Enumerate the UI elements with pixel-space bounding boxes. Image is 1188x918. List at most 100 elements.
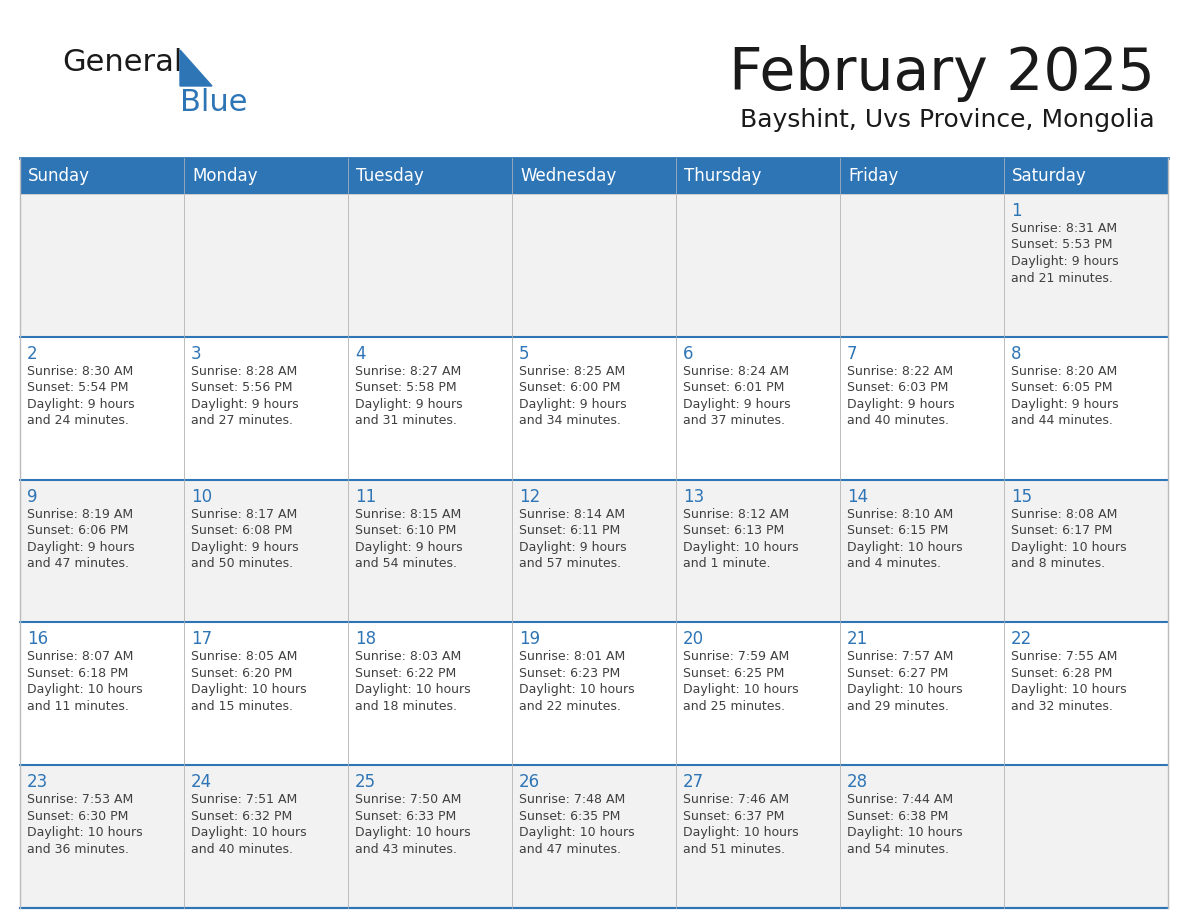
Text: Sunrise: 8:30 AM: Sunrise: 8:30 AM — [27, 364, 133, 378]
Text: 26: 26 — [519, 773, 541, 791]
Text: Daylight: 10 hours: Daylight: 10 hours — [355, 683, 470, 697]
Text: and 1 minute.: and 1 minute. — [683, 557, 771, 570]
Text: Sunset: 5:54 PM: Sunset: 5:54 PM — [27, 381, 128, 395]
Text: and 40 minutes.: and 40 minutes. — [191, 843, 293, 856]
Text: and 22 minutes.: and 22 minutes. — [519, 700, 621, 713]
Text: Sunset: 6:37 PM: Sunset: 6:37 PM — [683, 810, 784, 823]
Text: 25: 25 — [355, 773, 377, 791]
Text: 23: 23 — [27, 773, 49, 791]
Text: Sunset: 6:06 PM: Sunset: 6:06 PM — [27, 524, 128, 537]
Text: Daylight: 9 hours: Daylight: 9 hours — [27, 397, 134, 410]
Text: 27: 27 — [683, 773, 704, 791]
Text: 3: 3 — [191, 345, 202, 363]
Text: Sunset: 6:30 PM: Sunset: 6:30 PM — [27, 810, 128, 823]
Text: Daylight: 10 hours: Daylight: 10 hours — [683, 683, 798, 697]
Text: Sunrise: 7:55 AM: Sunrise: 7:55 AM — [1011, 650, 1118, 664]
Text: Sunset: 6:25 PM: Sunset: 6:25 PM — [683, 666, 784, 680]
Bar — [184, 622, 348, 766]
Text: Daylight: 10 hours: Daylight: 10 hours — [683, 541, 798, 554]
Text: and 51 minutes.: and 51 minutes. — [683, 843, 785, 856]
Text: Sunrise: 8:01 AM: Sunrise: 8:01 AM — [519, 650, 625, 664]
Text: Daylight: 9 hours: Daylight: 9 hours — [355, 397, 462, 410]
Text: Sunset: 5:53 PM: Sunset: 5:53 PM — [1011, 239, 1112, 252]
Text: Daylight: 9 hours: Daylight: 9 hours — [519, 541, 626, 554]
Bar — [1004, 194, 1168, 337]
Text: 14: 14 — [847, 487, 868, 506]
Bar — [348, 622, 512, 766]
Text: Daylight: 9 hours: Daylight: 9 hours — [1011, 255, 1119, 268]
Text: Sunset: 6:23 PM: Sunset: 6:23 PM — [519, 666, 620, 680]
Bar — [348, 337, 512, 479]
Bar — [840, 622, 1004, 766]
Text: Sunset: 6:11 PM: Sunset: 6:11 PM — [519, 524, 620, 537]
Text: Sunrise: 7:59 AM: Sunrise: 7:59 AM — [683, 650, 789, 664]
Text: Sunrise: 8:15 AM: Sunrise: 8:15 AM — [355, 508, 461, 521]
Text: Sunset: 6:15 PM: Sunset: 6:15 PM — [847, 524, 948, 537]
Text: Sunset: 6:00 PM: Sunset: 6:00 PM — [519, 381, 620, 395]
Text: Sunset: 6:33 PM: Sunset: 6:33 PM — [355, 810, 456, 823]
Text: 13: 13 — [683, 487, 704, 506]
Text: Sunset: 6:38 PM: Sunset: 6:38 PM — [847, 810, 948, 823]
Bar — [1004, 622, 1168, 766]
Text: Sunrise: 8:25 AM: Sunrise: 8:25 AM — [519, 364, 625, 378]
Bar — [348, 479, 512, 622]
Text: and 50 minutes.: and 50 minutes. — [191, 557, 293, 570]
Text: and 32 minutes.: and 32 minutes. — [1011, 700, 1113, 713]
Text: and 4 minutes.: and 4 minutes. — [847, 557, 941, 570]
Bar — [512, 337, 676, 479]
Text: Sunrise: 8:10 AM: Sunrise: 8:10 AM — [847, 508, 953, 521]
Text: Sunrise: 8:31 AM: Sunrise: 8:31 AM — [1011, 222, 1117, 235]
Text: Sunset: 6:20 PM: Sunset: 6:20 PM — [191, 666, 292, 680]
Bar — [840, 194, 1004, 337]
Bar — [512, 194, 676, 337]
Text: Sunrise: 8:12 AM: Sunrise: 8:12 AM — [683, 508, 789, 521]
Text: Sunrise: 8:24 AM: Sunrise: 8:24 AM — [683, 364, 789, 378]
Bar — [348, 766, 512, 908]
Text: 6: 6 — [683, 345, 694, 363]
Text: Daylight: 9 hours: Daylight: 9 hours — [847, 397, 955, 410]
Text: Sunrise: 8:27 AM: Sunrise: 8:27 AM — [355, 364, 461, 378]
Bar — [840, 766, 1004, 908]
Text: Sunday: Sunday — [29, 167, 90, 185]
Text: Daylight: 10 hours: Daylight: 10 hours — [847, 541, 962, 554]
Text: Sunrise: 7:44 AM: Sunrise: 7:44 AM — [847, 793, 953, 806]
Text: Sunrise: 8:03 AM: Sunrise: 8:03 AM — [355, 650, 461, 664]
Text: Saturday: Saturday — [1012, 167, 1087, 185]
Text: Sunset: 6:35 PM: Sunset: 6:35 PM — [519, 810, 620, 823]
Text: Daylight: 10 hours: Daylight: 10 hours — [519, 683, 634, 697]
Text: Sunset: 5:56 PM: Sunset: 5:56 PM — [191, 381, 292, 395]
Bar — [20, 158, 1168, 194]
Text: Daylight: 10 hours: Daylight: 10 hours — [1011, 541, 1126, 554]
Text: Bayshint, Uvs Province, Mongolia: Bayshint, Uvs Province, Mongolia — [740, 108, 1155, 132]
Text: Daylight: 10 hours: Daylight: 10 hours — [847, 826, 962, 839]
Text: February 2025: February 2025 — [729, 45, 1155, 102]
Bar — [20, 622, 184, 766]
Text: Daylight: 10 hours: Daylight: 10 hours — [355, 826, 470, 839]
Text: 7: 7 — [847, 345, 858, 363]
Text: 19: 19 — [519, 631, 541, 648]
Bar — [676, 766, 840, 908]
Text: 5: 5 — [519, 345, 530, 363]
Text: 1: 1 — [1011, 202, 1022, 220]
Text: Daylight: 10 hours: Daylight: 10 hours — [27, 683, 143, 697]
Text: Sunset: 6:22 PM: Sunset: 6:22 PM — [355, 666, 456, 680]
Text: Sunset: 6:01 PM: Sunset: 6:01 PM — [683, 381, 784, 395]
Text: Sunset: 6:10 PM: Sunset: 6:10 PM — [355, 524, 456, 537]
Text: Sunrise: 7:57 AM: Sunrise: 7:57 AM — [847, 650, 954, 664]
Text: Daylight: 9 hours: Daylight: 9 hours — [683, 397, 791, 410]
Bar — [20, 766, 184, 908]
Text: Wednesday: Wednesday — [520, 167, 617, 185]
Text: Thursday: Thursday — [684, 167, 762, 185]
Text: Sunrise: 7:50 AM: Sunrise: 7:50 AM — [355, 793, 461, 806]
Text: Daylight: 10 hours: Daylight: 10 hours — [191, 826, 307, 839]
Text: Sunrise: 8:28 AM: Sunrise: 8:28 AM — [191, 364, 297, 378]
Text: Sunrise: 8:14 AM: Sunrise: 8:14 AM — [519, 508, 625, 521]
Bar — [184, 194, 348, 337]
Text: and 57 minutes.: and 57 minutes. — [519, 557, 621, 570]
Bar — [676, 194, 840, 337]
Text: and 8 minutes.: and 8 minutes. — [1011, 557, 1105, 570]
Text: and 25 minutes.: and 25 minutes. — [683, 700, 785, 713]
Text: Daylight: 10 hours: Daylight: 10 hours — [27, 826, 143, 839]
Text: Sunrise: 7:51 AM: Sunrise: 7:51 AM — [191, 793, 297, 806]
Bar — [184, 479, 348, 622]
